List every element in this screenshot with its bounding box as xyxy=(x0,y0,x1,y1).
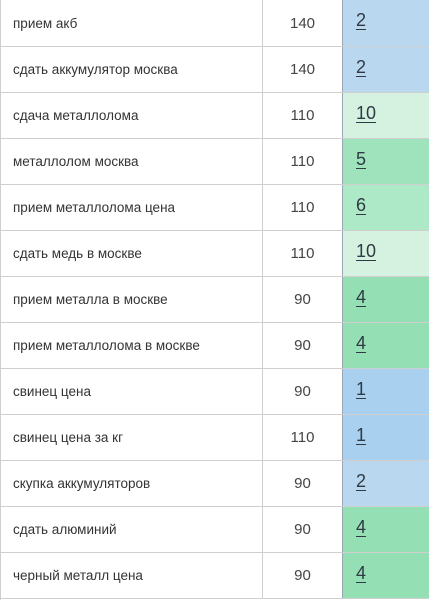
rank-link[interactable]: 4 xyxy=(356,333,367,353)
frequency-cell: 110 xyxy=(263,185,343,230)
rank-cell: 4 xyxy=(343,277,429,322)
table-row: прием акб 140 2 xyxy=(1,0,429,47)
query-cell: черный металл цена xyxy=(1,553,263,598)
frequency-cell: 140 xyxy=(263,47,343,92)
frequency-cell: 90 xyxy=(263,461,343,506)
rank-cell: 10 xyxy=(343,231,429,276)
rank-cell: 1 xyxy=(343,415,429,460)
frequency-cell: 110 xyxy=(263,415,343,460)
rank-link[interactable]: 2 xyxy=(356,471,367,491)
query-cell: сдача металлолома xyxy=(1,93,263,138)
rank-link[interactable]: 10 xyxy=(356,241,377,261)
frequency-cell: 110 xyxy=(263,93,343,138)
rank-cell: 10 xyxy=(343,93,429,138)
table-row: свинец цена за кг 110 1 xyxy=(1,415,429,461)
query-cell: сдать алюминий xyxy=(1,507,263,552)
query-cell: прием металла в москве xyxy=(1,277,263,322)
table-row: прием металлолома цена 110 6 xyxy=(1,185,429,231)
rank-cell: 6 xyxy=(343,185,429,230)
frequency-cell: 90 xyxy=(263,323,343,368)
rank-cell: 2 xyxy=(343,0,429,46)
frequency-cell: 90 xyxy=(263,277,343,322)
rank-link[interactable]: 4 xyxy=(356,287,367,307)
rank-link[interactable]: 2 xyxy=(356,10,367,30)
rank-link[interactable]: 2 xyxy=(356,57,367,77)
table-row: сдать медь в москве 110 10 xyxy=(1,231,429,277)
rank-link[interactable]: 5 xyxy=(356,149,367,169)
query-cell: прием акб xyxy=(1,0,263,46)
frequency-cell: 90 xyxy=(263,369,343,414)
rank-cell: 2 xyxy=(343,461,429,506)
table-row: скупка аккумуляторов 90 2 xyxy=(1,461,429,507)
rank-link[interactable]: 10 xyxy=(356,103,377,123)
frequency-cell: 90 xyxy=(263,553,343,598)
table-row: сдать аккумулятор москва 140 2 xyxy=(1,47,429,93)
table-row: прием металлолома в москве 90 4 xyxy=(1,323,429,369)
frequency-cell: 140 xyxy=(263,0,343,46)
rank-cell: 4 xyxy=(343,323,429,368)
query-cell: свинец цена за кг xyxy=(1,415,263,460)
frequency-cell: 110 xyxy=(263,231,343,276)
table-row: металлолом москва 110 5 xyxy=(1,139,429,185)
query-cell: металлолом москва xyxy=(1,139,263,184)
query-cell: прием металлолома цена xyxy=(1,185,263,230)
rank-cell: 2 xyxy=(343,47,429,92)
rank-cell: 4 xyxy=(343,553,429,598)
frequency-cell: 110 xyxy=(263,139,343,184)
rank-link[interactable]: 4 xyxy=(356,517,367,537)
query-cell: прием металлолома в москве xyxy=(1,323,263,368)
query-cell: свинец цена xyxy=(1,369,263,414)
rank-link[interactable]: 1 xyxy=(356,379,367,399)
table-row: черный металл цена 90 4 xyxy=(1,553,429,599)
rank-link[interactable]: 6 xyxy=(356,195,367,215)
table-row: сдать алюминий 90 4 xyxy=(1,507,429,553)
table-row: сдача металлолома 110 10 xyxy=(1,93,429,139)
rank-link[interactable]: 1 xyxy=(356,425,367,445)
table-row: прием металла в москве 90 4 xyxy=(1,277,429,323)
rank-cell: 5 xyxy=(343,139,429,184)
table-row: свинец цена 90 1 xyxy=(1,369,429,415)
query-cell: сдать медь в москве xyxy=(1,231,263,276)
rank-cell: 1 xyxy=(343,369,429,414)
rank-link[interactable]: 4 xyxy=(356,563,367,583)
frequency-cell: 90 xyxy=(263,507,343,552)
query-cell: скупка аккумуляторов xyxy=(1,461,263,506)
rank-cell: 4 xyxy=(343,507,429,552)
query-cell: сдать аккумулятор москва xyxy=(1,47,263,92)
